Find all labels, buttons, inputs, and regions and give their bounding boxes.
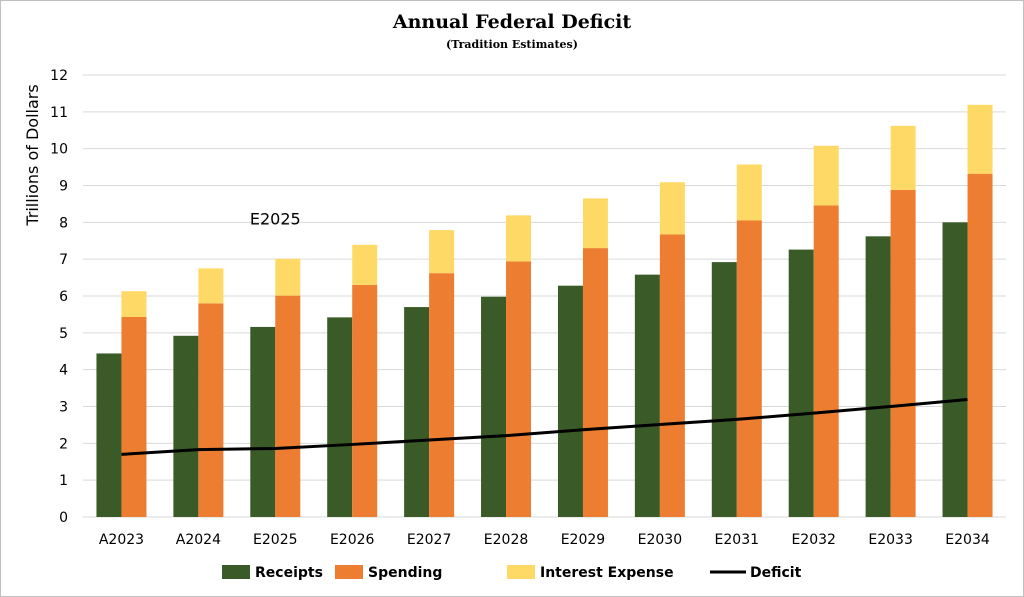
interest-expense-bar xyxy=(275,258,301,296)
gridlines xyxy=(83,74,1006,518)
spending-bar xyxy=(198,303,224,517)
y-axis-label: Trillions of Dollars xyxy=(23,84,42,226)
receipts-bar xyxy=(634,274,660,517)
receipts-bar xyxy=(173,335,199,517)
interest-expense-bar xyxy=(352,244,378,285)
y-tick-label: 11 xyxy=(50,105,68,121)
legend-swatch xyxy=(507,565,535,579)
y-tick-label: 0 xyxy=(59,510,68,526)
y-tick-label: 6 xyxy=(59,289,68,305)
legend-label: Spending xyxy=(368,565,442,581)
spending-bar xyxy=(736,220,762,517)
y-tick-label: 7 xyxy=(59,252,68,268)
y-tick-label: 10 xyxy=(50,142,68,158)
y-tick-label: 3 xyxy=(59,400,68,416)
receipts-bar xyxy=(557,285,583,517)
receipts-bar xyxy=(865,236,891,517)
receipts-bar xyxy=(250,326,276,517)
spending-bar xyxy=(506,261,532,517)
receipts-bar xyxy=(942,222,968,518)
legend-label: Interest Expense xyxy=(540,565,674,581)
legend-swatch xyxy=(222,565,250,579)
x-tick-label: E2033 xyxy=(868,532,912,548)
receipts-bar xyxy=(96,353,122,517)
deficit-line-group xyxy=(121,398,968,456)
legend-label: Deficit xyxy=(750,565,802,581)
bars xyxy=(96,104,993,518)
y-tick-label: 1 xyxy=(59,473,68,489)
receipts-bar xyxy=(327,317,353,517)
interest-expense-bar xyxy=(429,230,455,274)
spending-bar xyxy=(890,189,916,518)
x-tick-label: E2031 xyxy=(715,532,759,548)
x-tick-label: E2029 xyxy=(561,532,605,548)
interest-expense-bar xyxy=(198,268,224,304)
x-tick-label: E2025 xyxy=(253,532,297,548)
spending-bar xyxy=(429,273,455,517)
x-tick-label: E2030 xyxy=(638,532,682,548)
x-tick-labels: A2023 A2024 E2025 E2026 E2027 E2028 E2029 E2030… xyxy=(99,532,990,548)
interest-expense-bar xyxy=(582,198,608,249)
x-tick-label: E2034 xyxy=(945,532,990,548)
x-tick-label: A2024 xyxy=(176,532,221,548)
x-tick-label: E2028 xyxy=(484,532,528,548)
spending-bar xyxy=(813,205,839,517)
annotations: E2025 xyxy=(250,210,301,229)
deficit-line xyxy=(121,398,968,456)
y-tick-label: 4 xyxy=(59,363,68,379)
spending-bar xyxy=(659,234,685,517)
y-tick-label: 5 xyxy=(59,326,68,342)
x-tick-label: E2032 xyxy=(791,532,835,548)
interest-expense-bar xyxy=(506,215,532,262)
y-tick-label: 8 xyxy=(59,215,68,231)
interest-expense-bar xyxy=(121,291,147,317)
x-tick-label: E2027 xyxy=(407,532,451,548)
y-tick-label: 12 xyxy=(50,68,68,84)
chart-subtitle: (Tradition Estimates) xyxy=(446,38,578,51)
spending-bar xyxy=(582,248,608,517)
chart-title: Annual Federal Deficit xyxy=(392,11,632,33)
spending-bar xyxy=(121,316,147,517)
x-tick-label: E2026 xyxy=(330,532,375,548)
spending-bar xyxy=(275,295,301,517)
interest-expense-bar xyxy=(890,125,916,190)
legend-label: Receipts xyxy=(255,565,323,581)
receipts-bar xyxy=(404,307,430,517)
spending-bar xyxy=(967,173,993,518)
spending-bar xyxy=(352,284,378,517)
receipts-bar xyxy=(481,296,507,517)
annotation-label: E2025 xyxy=(250,210,301,229)
interest-expense-bar xyxy=(736,164,762,221)
receipts-bar xyxy=(711,262,737,517)
y-tick-label: 2 xyxy=(59,436,68,452)
y-tick-label: 9 xyxy=(59,179,68,195)
interest-expense-bar xyxy=(813,145,839,206)
receipts-bar xyxy=(788,249,814,517)
x-tick-label: A2023 xyxy=(99,532,144,548)
interest-expense-bar xyxy=(659,182,685,235)
interest-expense-bar xyxy=(967,104,993,174)
legend-swatch xyxy=(335,565,363,579)
legend: Receipts Spending Interest Expense Deficit xyxy=(222,565,802,581)
